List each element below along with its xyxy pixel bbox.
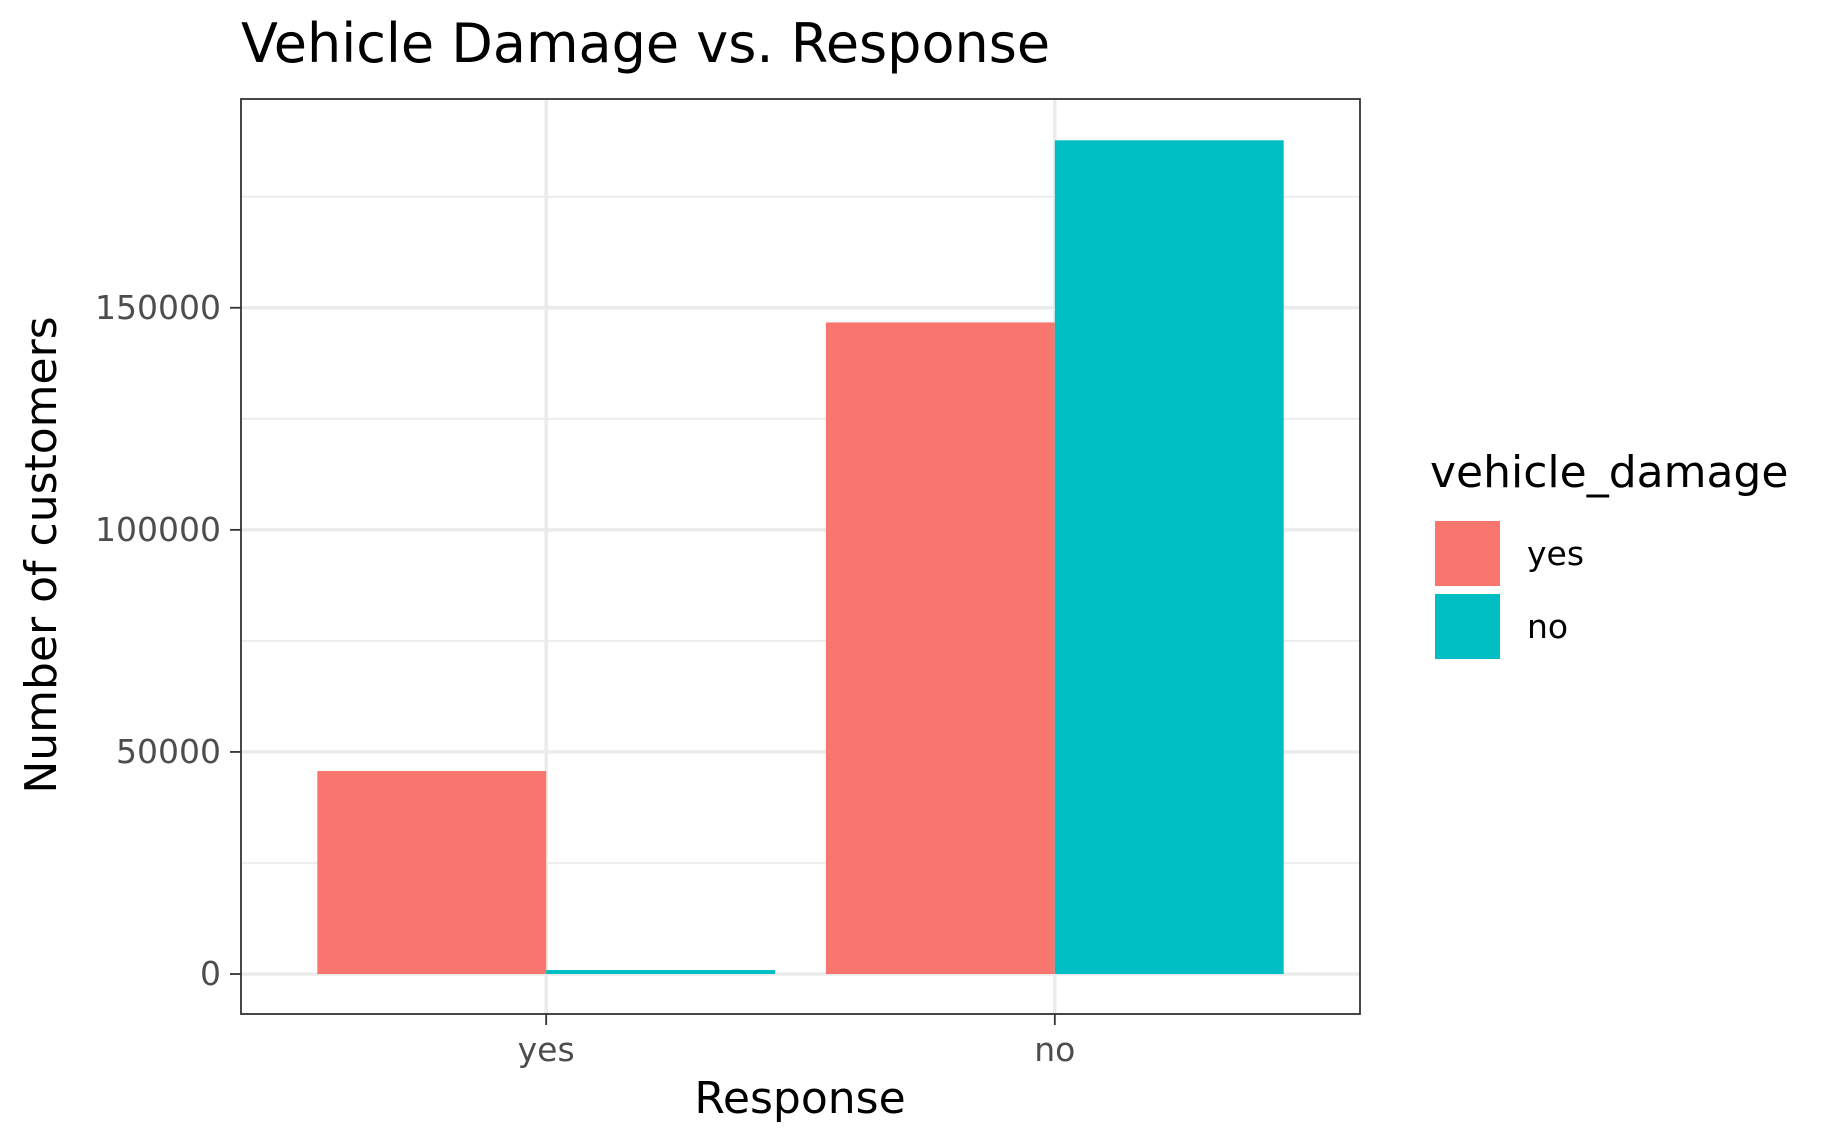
legend-label-no: no (1527, 607, 1568, 646)
legend-key-no (1435, 594, 1500, 659)
bar-yes-no (825, 322, 1055, 975)
y-tick-label: 100000 (95, 510, 221, 549)
legend-key-yes (1435, 521, 1500, 586)
y-tick-label: 50000 (116, 732, 221, 771)
bar-no-yes (546, 970, 776, 975)
bar-no-no (1054, 140, 1284, 975)
x-axis-title: Response (694, 1073, 905, 1124)
y-axis-title: Number of customers (16, 316, 67, 793)
x-tick-label: no (1034, 1030, 1075, 1069)
bars (317, 140, 1284, 975)
plot-panel-border (240, 98, 1361, 1015)
x-tick-label: yes (518, 1030, 575, 1069)
y-tick-label: 150000 (95, 288, 221, 327)
legend-title: vehicle_damage (1430, 447, 1788, 498)
y-tick-label: 0 (200, 954, 221, 993)
legend-label-yes: yes (1527, 534, 1584, 573)
chart-title: Vehicle Damage vs. Response (241, 12, 1050, 75)
bar-yes-yes (317, 771, 547, 975)
legend: vehicle_damage yes no (1430, 447, 1788, 661)
axes: 0 50000 100000 150000 yes no (95, 288, 1075, 1069)
